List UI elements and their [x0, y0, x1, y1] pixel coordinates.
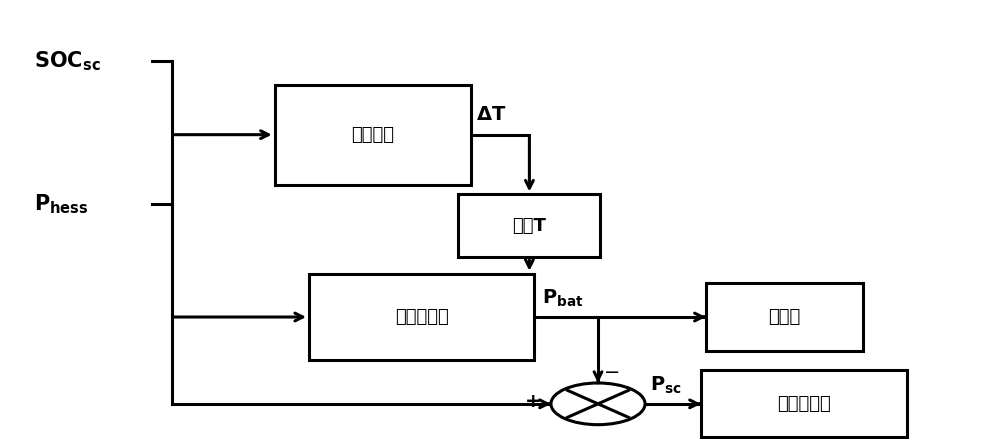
Text: $\mathbf{SOC_{sc}}$: $\mathbf{SOC_{sc}}$ [34, 49, 101, 73]
Text: 超级电容器: 超级电容器 [777, 395, 831, 413]
Text: 修正T: 修正T [512, 217, 546, 235]
Text: $\mathbf{P_{sc}}$: $\mathbf{P_{sc}}$ [650, 375, 682, 396]
Text: 模糊控制: 模糊控制 [351, 126, 394, 144]
Text: 低通滤波器: 低通滤波器 [395, 308, 448, 326]
Bar [275, 85, 471, 185]
Bar [309, 274, 534, 361]
Text: $\mathbf{\Delta T}$: $\mathbf{\Delta T}$ [476, 105, 506, 124]
Text: +: + [525, 392, 542, 411]
Circle shape [551, 383, 645, 425]
Text: 蓄电池: 蓄电池 [768, 308, 800, 326]
Bar [701, 370, 907, 438]
Text: $\mathbf{P_{bat}}$: $\mathbf{P_{bat}}$ [542, 288, 584, 309]
Text: $\mathbf{P_{hess}}$: $\mathbf{P_{hess}}$ [34, 192, 89, 216]
Bar [706, 284, 863, 351]
Text: $-$: $-$ [603, 361, 619, 380]
Bar [458, 194, 600, 257]
